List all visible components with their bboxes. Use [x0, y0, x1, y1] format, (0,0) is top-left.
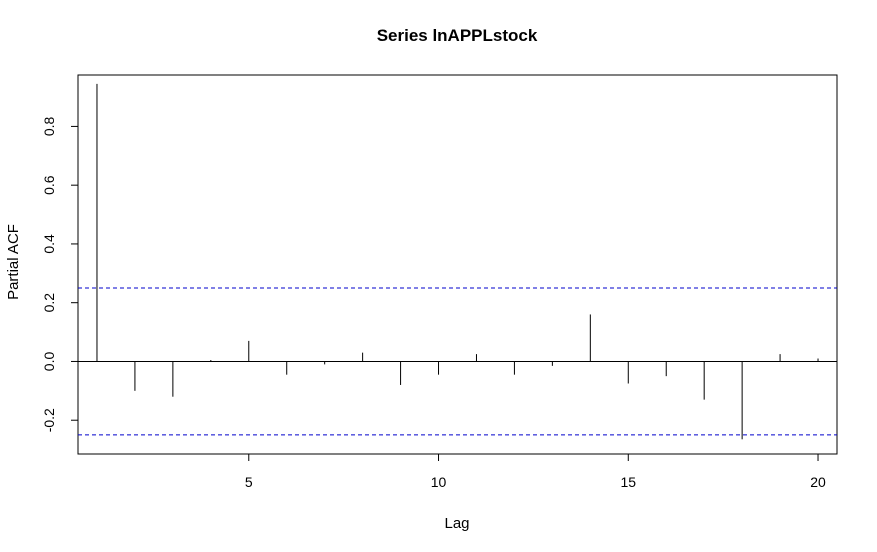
x-axis: 5 10 15 20 — [245, 453, 826, 490]
x-tick-label: 20 — [810, 474, 826, 490]
y-tick-label: 0.0 — [41, 352, 57, 372]
x-tick-label: 15 — [620, 474, 636, 490]
y-tick-label: 0.6 — [41, 175, 57, 195]
x-tick-label: 5 — [245, 474, 253, 490]
chart-title: Series lnAPPLstock — [377, 26, 538, 45]
y-tick-label: 0.2 — [41, 293, 57, 313]
y-tick-label: -0.2 — [41, 408, 57, 432]
x-axis-label: Lag — [444, 515, 469, 532]
confidence-bounds — [78, 287, 837, 436]
y-tick-label: 0.8 — [41, 116, 57, 136]
plot-frame — [77, 74, 838, 455]
x-tick-label: 10 — [431, 474, 447, 490]
y-axis-label: Partial ACF — [5, 224, 22, 300]
y-tick-label: 0.4 — [41, 234, 57, 254]
y-axis: -0.2 0.0 0.2 0.4 0.6 0.8 — [41, 116, 79, 432]
pacf-bars — [96, 83, 819, 440]
